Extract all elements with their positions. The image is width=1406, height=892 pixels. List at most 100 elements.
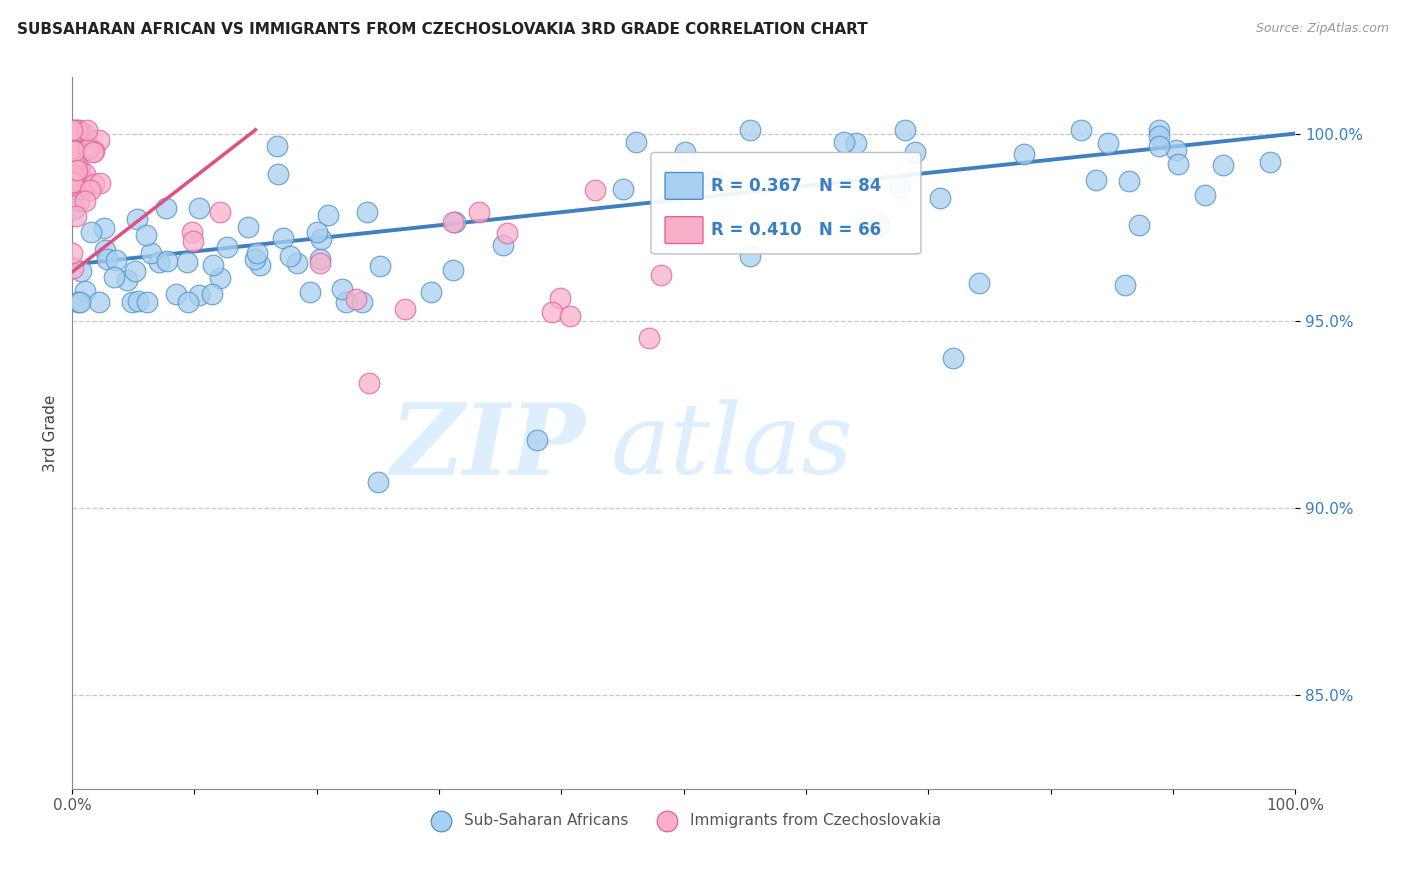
Point xyxy=(650,268,672,282)
Point xyxy=(266,139,288,153)
Point xyxy=(583,183,606,197)
Point xyxy=(65,209,87,223)
Point xyxy=(868,219,890,233)
Point xyxy=(394,301,416,316)
Point xyxy=(60,177,83,191)
Point xyxy=(124,264,146,278)
Point xyxy=(1147,129,1170,144)
Point xyxy=(738,249,761,263)
Point xyxy=(444,215,467,229)
Point xyxy=(103,270,125,285)
Point xyxy=(67,194,90,209)
Point xyxy=(550,291,572,305)
Point xyxy=(673,145,696,159)
Point xyxy=(62,151,84,165)
Point xyxy=(76,123,98,137)
Point xyxy=(176,255,198,269)
Point xyxy=(1070,123,1092,137)
Point xyxy=(73,167,96,181)
Point xyxy=(115,273,138,287)
Point xyxy=(344,292,367,306)
Point xyxy=(156,253,179,268)
Point xyxy=(70,264,93,278)
Point xyxy=(1258,155,1281,169)
Text: ZIP: ZIP xyxy=(391,399,586,495)
Point xyxy=(136,295,159,310)
Point xyxy=(309,256,332,270)
Point xyxy=(66,295,89,310)
Text: SUBSAHARAN AFRICAN VS IMMIGRANTS FROM CZECHOSLOVAKIA 3RD GRADE CORRELATION CHART: SUBSAHARAN AFRICAN VS IMMIGRANTS FROM CZ… xyxy=(17,22,868,37)
Point xyxy=(72,182,94,196)
Point xyxy=(94,243,117,257)
Point xyxy=(188,288,211,302)
Point xyxy=(267,167,290,181)
Point xyxy=(1166,143,1188,157)
Point xyxy=(420,285,443,300)
Point xyxy=(87,133,110,147)
Point xyxy=(60,167,83,181)
Point xyxy=(135,228,157,243)
Point xyxy=(62,159,84,173)
Point xyxy=(60,146,83,161)
Point xyxy=(66,123,89,137)
Point xyxy=(612,182,634,196)
Point xyxy=(1084,173,1107,187)
Point xyxy=(558,310,581,324)
Point xyxy=(330,282,353,296)
Point xyxy=(1014,147,1036,161)
Point xyxy=(246,246,269,260)
Point xyxy=(236,220,259,235)
Point xyxy=(526,434,548,448)
Point xyxy=(69,172,91,186)
Point xyxy=(125,211,148,226)
Point xyxy=(60,158,83,172)
Point xyxy=(62,169,84,183)
Point xyxy=(60,171,83,186)
Point xyxy=(181,225,204,239)
Text: atlas: atlas xyxy=(610,400,853,495)
Point xyxy=(200,287,222,301)
Point xyxy=(201,258,224,272)
Point xyxy=(928,191,950,205)
Point xyxy=(62,171,84,186)
Point xyxy=(441,263,464,277)
Point xyxy=(63,123,86,137)
Point xyxy=(245,252,267,266)
Point xyxy=(121,295,143,310)
Point xyxy=(75,131,97,145)
Point xyxy=(441,215,464,229)
Point xyxy=(60,148,83,162)
Point xyxy=(75,194,97,208)
Point xyxy=(278,249,301,263)
Point xyxy=(139,246,162,260)
Point xyxy=(60,136,83,151)
Point xyxy=(73,285,96,299)
Point xyxy=(96,252,118,267)
Point xyxy=(181,234,204,248)
Text: Source: ZipAtlas.com: Source: ZipAtlas.com xyxy=(1256,22,1389,36)
Point xyxy=(89,176,111,190)
Point xyxy=(540,305,562,319)
Point xyxy=(65,165,87,179)
Point xyxy=(967,276,990,290)
Point xyxy=(305,225,328,239)
Point xyxy=(318,208,340,222)
Point xyxy=(77,142,100,156)
Point xyxy=(65,153,87,168)
Point xyxy=(367,475,389,489)
Point xyxy=(311,232,333,246)
Point xyxy=(1147,123,1170,137)
Point xyxy=(1128,219,1150,233)
Point xyxy=(63,145,86,159)
Point xyxy=(60,178,83,192)
Point xyxy=(67,123,90,137)
Point xyxy=(79,183,101,197)
Point xyxy=(60,123,83,137)
Point xyxy=(60,123,83,137)
Point xyxy=(702,174,724,188)
Point xyxy=(70,178,93,192)
Point xyxy=(62,260,84,275)
Point xyxy=(249,258,271,272)
Text: R = 0.410   N = 66: R = 0.410 N = 66 xyxy=(711,221,882,239)
Point xyxy=(904,145,927,159)
